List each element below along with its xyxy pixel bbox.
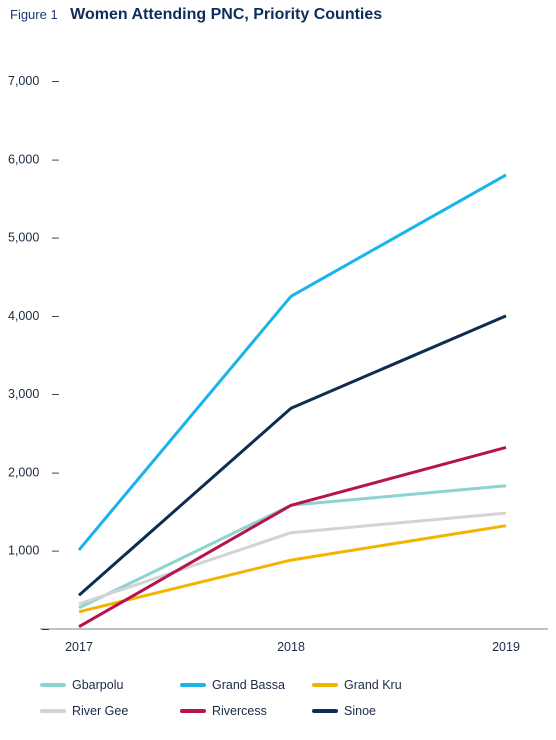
legend-item-grand-bassa: Grand Bassa bbox=[180, 675, 285, 695]
legend-label: Grand Kru bbox=[344, 678, 402, 692]
y-tick-mark: – bbox=[52, 309, 59, 323]
x-tick-label: 2017 bbox=[65, 640, 93, 654]
y-tick-mark: – bbox=[52, 74, 59, 88]
y-tick-label: 2,000 bbox=[8, 465, 39, 479]
series-line-grand-kru bbox=[78, 524, 507, 614]
series-line-sinoe bbox=[78, 314, 507, 597]
legend-swatch bbox=[180, 683, 206, 687]
legend-item-sinoe: Sinoe bbox=[312, 701, 376, 721]
chart-title: Women Attending PNC, Priority Counties bbox=[70, 6, 383, 23]
x-tick-label: 2018 bbox=[277, 640, 305, 654]
legend-label: Sinoe bbox=[344, 704, 376, 718]
legend-swatch bbox=[40, 683, 66, 687]
series-line-grand-bassa bbox=[77, 173, 507, 551]
legend-label: Rivercess bbox=[212, 704, 267, 718]
y-tick-label: 1,000 bbox=[8, 544, 39, 558]
y-tick-label: 4,000 bbox=[8, 309, 39, 323]
y-tick-label: 5,000 bbox=[8, 231, 39, 245]
series-line-river-gee bbox=[78, 511, 507, 606]
legend-item-gbarpolu: Gbarpolu bbox=[40, 675, 123, 695]
legend-label: Grand Bassa bbox=[212, 678, 285, 692]
line-chart: –1,000 –2,000 –3,000 –4,000 –5,000 –6,000 –7,0… bbox=[8, 74, 548, 654]
series-line-rivercess bbox=[78, 445, 507, 629]
y-axis-ticks: –1,000 –2,000 –3,000 –4,000 –5,000 –6,000 –7,0… bbox=[8, 74, 59, 636]
y-tick-mark: – bbox=[52, 544, 59, 558]
y-tick-label: 7,000 bbox=[8, 74, 39, 88]
series-lines bbox=[77, 173, 507, 629]
y-tick-mark: – bbox=[52, 387, 59, 401]
legend-swatch bbox=[40, 709, 66, 713]
figure-header: Figure 1 Women Attending PNC, Priority C… bbox=[10, 6, 382, 24]
y-tick-mark: – bbox=[52, 152, 59, 166]
legend-swatch bbox=[312, 683, 338, 687]
legend-item-grand-kru: Grand Kru bbox=[312, 675, 402, 695]
y-tick-label: 6,000 bbox=[8, 152, 39, 166]
y-tick-label: 3,000 bbox=[8, 387, 39, 401]
legend-swatch bbox=[180, 709, 206, 713]
legend-item-rivercess: Rivercess bbox=[180, 701, 267, 721]
x-axis-ticks: 2017 2018 2019 bbox=[65, 640, 520, 654]
legend-swatch bbox=[312, 709, 338, 713]
legend-label: River Gee bbox=[72, 704, 129, 718]
y-tick-mark: – bbox=[52, 231, 59, 245]
y-tick-mark: – bbox=[52, 465, 59, 479]
legend-label: Gbarpolu bbox=[72, 678, 124, 692]
legend-item-river-gee: River Gee bbox=[40, 701, 128, 721]
x-tick-label: 2019 bbox=[492, 640, 520, 654]
figure-label: Figure 1 bbox=[10, 7, 58, 22]
y-tick-label: – bbox=[42, 622, 49, 636]
